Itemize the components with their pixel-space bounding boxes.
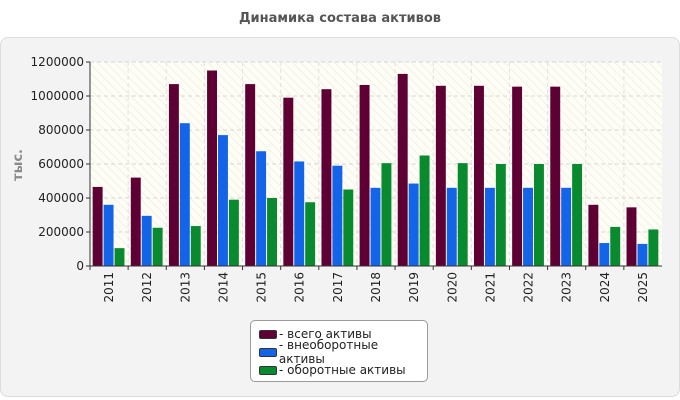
bar-2017-series-0 — [321, 89, 332, 266]
y-tick-label: 400000 — [38, 191, 84, 205]
bar-2015-series-1 — [256, 151, 267, 266]
bar-2023-series-1 — [561, 187, 572, 266]
y-tick-label: 600000 — [38, 157, 84, 171]
x-tick-label: 2015 — [255, 272, 269, 303]
bar-2018-series-0 — [359, 84, 370, 266]
bar-2023-series-2 — [572, 164, 583, 266]
y-tick-label: 200000 — [38, 225, 84, 239]
legend-swatch-noncurrent — [259, 347, 277, 357]
bar-2025-series-1 — [637, 243, 648, 266]
bar-2017-series-1 — [332, 165, 343, 266]
bar-2024-series-0 — [588, 204, 599, 266]
legend-label-current: - оборотные активы — [279, 363, 406, 377]
bar-2025-series-0 — [626, 207, 637, 266]
x-tick-label: 2018 — [369, 272, 383, 303]
bar-2019-series-2 — [419, 155, 430, 266]
x-tick-label: 2013 — [178, 272, 192, 303]
bar-2019-series-1 — [408, 183, 419, 266]
x-tick-label: 2012 — [140, 272, 154, 303]
legend-label-noncurrent: - внеоборотные активы — [278, 338, 379, 366]
legend-label-total: - всего активы — [279, 327, 372, 341]
bar-2012-series-1 — [141, 215, 152, 266]
bar-2018-series-1 — [370, 187, 381, 266]
bar-2013-series-1 — [179, 123, 190, 266]
bar-2012-series-0 — [130, 177, 141, 266]
bar-2014-series-0 — [207, 70, 218, 266]
x-tick-label: 2023 — [560, 272, 574, 303]
bar-2021-series-1 — [484, 187, 495, 266]
x-tick-labels: 2011 2012 2013 2014 2015 2016 2017 2018 2019 2020… — [89, 266, 650, 303]
legend: - всего активы - внеоборотные активы - о… — [250, 320, 428, 382]
bar-2024-series-1 — [599, 243, 610, 266]
bar-2025-series-2 — [648, 229, 659, 266]
x-tick-label: 2016 — [293, 272, 307, 303]
bar-2014-series-1 — [218, 135, 228, 266]
bar-2015-series-2 — [267, 198, 277, 266]
bar-2019-series-0 — [397, 73, 408, 267]
x-tick-label: 2021 — [483, 272, 497, 303]
bar-2011-series-2 — [114, 248, 125, 266]
bar-2022-series-0 — [512, 86, 523, 267]
bar-2011-series-0 — [92, 186, 103, 266]
bar-2021-series-2 — [495, 164, 506, 266]
x-tick-label: 2022 — [522, 272, 536, 303]
bar-2023-series-0 — [550, 86, 561, 267]
bar-2012-series-2 — [152, 227, 163, 266]
legend-item-total: - всего активы — [259, 325, 427, 343]
bar-2018-series-2 — [381, 163, 392, 266]
y-tick-label: 1200000 — [31, 55, 84, 69]
bar-2013-series-2 — [190, 226, 201, 266]
grid-lines — [90, 61, 662, 266]
x-tick-label: 2025 — [636, 272, 650, 303]
legend-swatch-current — [259, 365, 277, 375]
x-tick-label: 2014 — [216, 272, 230, 303]
x-tick-label: 2011 — [102, 272, 116, 303]
x-tick-label: 2024 — [598, 272, 612, 303]
bar-2017-series-2 — [343, 189, 354, 266]
legend-swatch-total — [259, 329, 277, 339]
bar-2020-series-0 — [435, 85, 446, 266]
bar-2021-series-0 — [474, 85, 484, 266]
bar-2011-series-1 — [103, 204, 114, 266]
bar-2022-series-2 — [533, 164, 544, 266]
bar-2016-series-1 — [294, 161, 305, 266]
x-tick-label: 2020 — [445, 272, 459, 303]
legend-item-current: - оборотные активы — [259, 361, 427, 379]
bar-2020-series-2 — [457, 163, 468, 266]
y-tick-label: 1000000 — [31, 89, 84, 103]
y-tick-label: 800000 — [38, 123, 84, 137]
bar-2016-series-0 — [283, 97, 294, 266]
bars — [92, 70, 659, 267]
x-tick-label: 2019 — [407, 272, 421, 303]
bar-2016-series-2 — [305, 202, 316, 266]
x-tick-label: 2017 — [331, 272, 345, 303]
chart-title: Динамика состава активов — [238, 11, 442, 26]
bar-2024-series-2 — [610, 226, 621, 266]
y-axis-label: тыс. — [11, 149, 26, 181]
bar-2022-series-1 — [523, 187, 533, 266]
y-tick-label: 0 — [76, 259, 84, 273]
y-tick-labels: 0 200000 400000 600000 800000 1000000 1200000 — [31, 55, 90, 273]
bar-2014-series-2 — [228, 199, 239, 266]
bar-2013-series-0 — [168, 84, 179, 266]
legend-item-noncurrent: - внеоборотные активы — [259, 338, 427, 366]
bar-2015-series-0 — [245, 84, 256, 266]
bar-2020-series-1 — [446, 187, 457, 266]
